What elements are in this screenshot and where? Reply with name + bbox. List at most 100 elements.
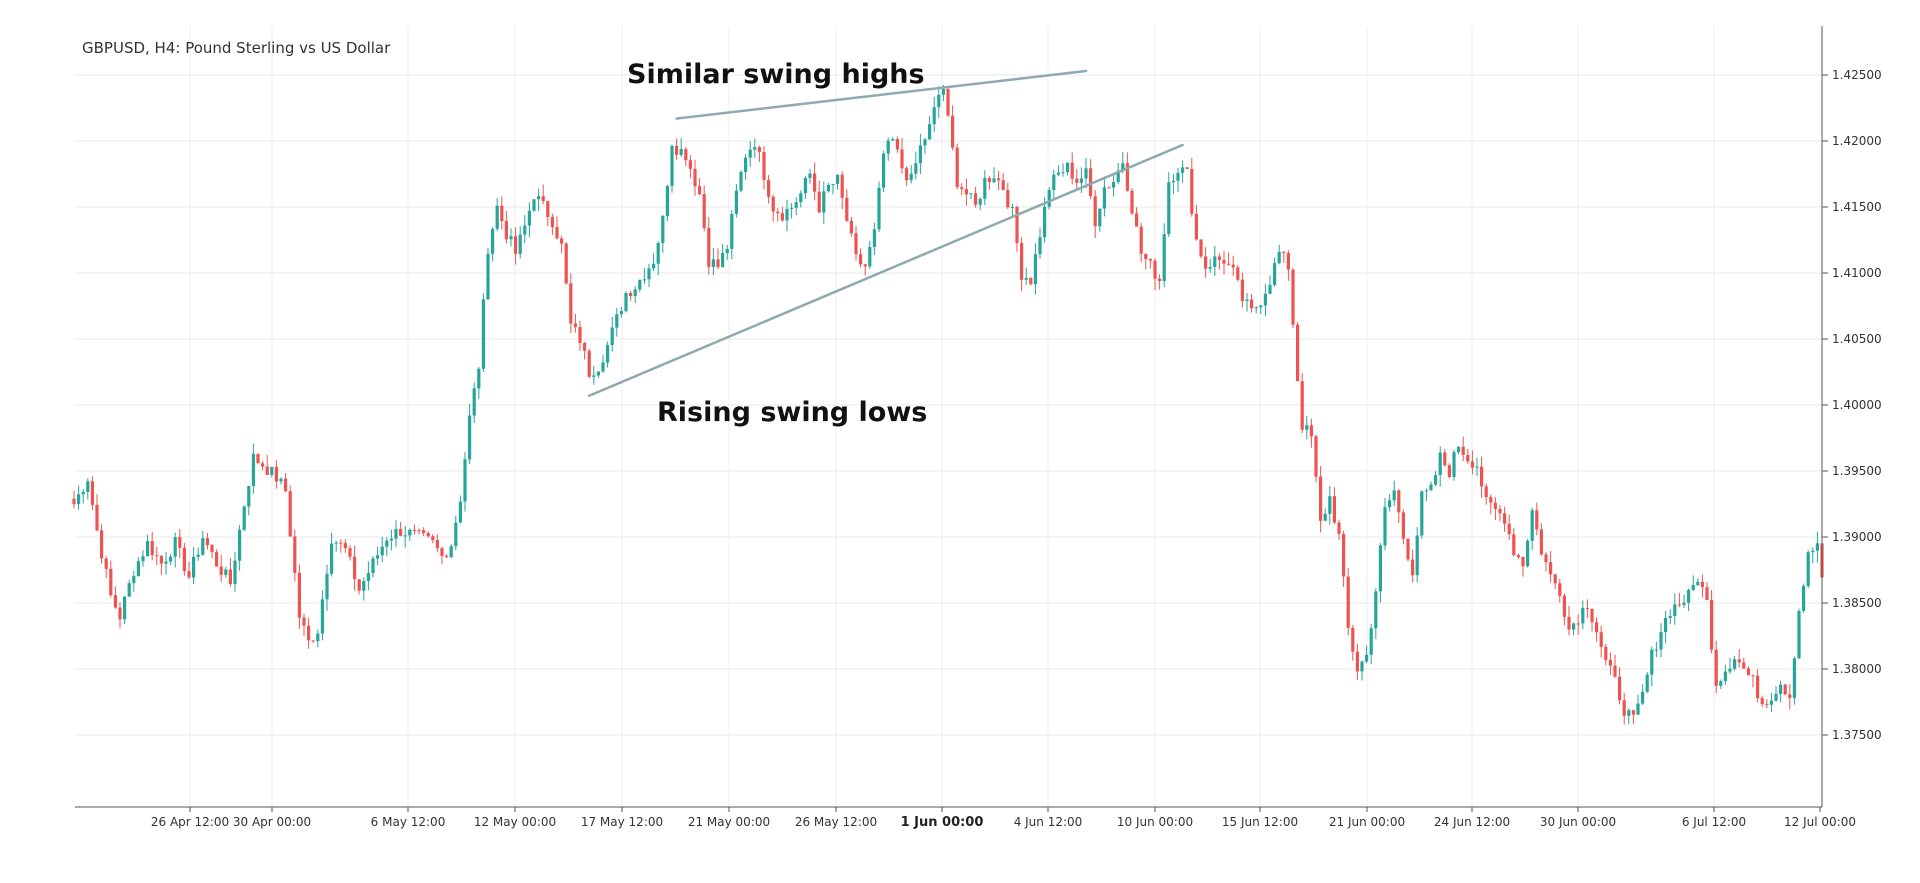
candle-body xyxy=(311,640,315,642)
candle-body xyxy=(81,491,85,495)
candle-body xyxy=(1526,540,1530,567)
candle-body xyxy=(426,533,430,537)
candle-body xyxy=(458,501,462,523)
candle-body xyxy=(1696,581,1700,586)
candle-body xyxy=(1167,182,1171,235)
candle-body xyxy=(909,173,913,181)
candle-body xyxy=(592,375,596,377)
candle-body xyxy=(886,140,890,154)
candle-body xyxy=(1438,452,1442,476)
candle-body xyxy=(472,388,476,416)
candle-body xyxy=(1148,259,1152,261)
candle-body xyxy=(1673,604,1677,616)
candle-body xyxy=(215,552,219,567)
candle-body xyxy=(767,180,771,197)
candle-body xyxy=(1342,533,1346,577)
candle-body xyxy=(1466,454,1470,462)
candle-body xyxy=(1521,557,1525,567)
candle-body xyxy=(1033,254,1037,285)
candle-body xyxy=(914,163,918,174)
candle-body xyxy=(753,147,757,150)
candle-body xyxy=(1641,691,1645,704)
candle-body xyxy=(532,199,536,211)
candle-body xyxy=(932,107,936,125)
candle-body xyxy=(730,213,734,249)
candle-body xyxy=(826,184,830,192)
candle-body xyxy=(1668,615,1672,618)
candle-body xyxy=(394,529,398,539)
candle-body xyxy=(734,190,738,214)
candle-body xyxy=(1411,559,1415,576)
upper-trendline xyxy=(675,69,1088,120)
candle-body xyxy=(325,573,329,600)
candle-body xyxy=(100,530,104,559)
candle-body xyxy=(228,569,232,584)
candle-body xyxy=(863,264,867,267)
candle-body xyxy=(1259,305,1263,308)
candle-body xyxy=(1576,623,1580,625)
candle-body xyxy=(794,202,798,208)
candle-body xyxy=(435,540,439,549)
candle-body xyxy=(872,229,876,247)
candle-body xyxy=(242,506,246,530)
candle-body xyxy=(661,215,665,243)
candle-body xyxy=(1429,484,1433,491)
candle-body xyxy=(104,558,108,569)
candle-body xyxy=(1714,649,1718,686)
candle-body xyxy=(918,145,922,164)
candle-body xyxy=(629,292,633,297)
candle-body xyxy=(1204,256,1208,269)
candle-body xyxy=(1116,170,1120,183)
candle-body xyxy=(1075,178,1079,183)
candle-body xyxy=(1622,700,1626,716)
candle-body xyxy=(1309,425,1313,437)
candle-body xyxy=(1691,585,1695,590)
candle-body xyxy=(1484,486,1488,498)
candle-body xyxy=(854,233,858,255)
candle-body xyxy=(642,279,646,281)
candle-body xyxy=(95,504,99,531)
candle-body xyxy=(1516,555,1520,558)
candle-body xyxy=(1636,703,1640,715)
grid xyxy=(75,26,1822,807)
candle-body xyxy=(1084,168,1088,179)
candle-body xyxy=(1608,659,1612,666)
candle-body xyxy=(877,187,881,230)
candle-body xyxy=(684,149,688,161)
candle-body xyxy=(1098,208,1102,227)
candle-body xyxy=(555,227,559,239)
candle-body xyxy=(1618,676,1622,701)
candle-body xyxy=(270,467,274,475)
candle-body xyxy=(169,556,173,562)
candle-body xyxy=(1273,263,1277,285)
candle-body xyxy=(693,168,697,187)
candle-body xyxy=(192,556,196,578)
candle-body xyxy=(330,543,334,574)
candle-body xyxy=(1286,253,1290,270)
candle-body xyxy=(1742,662,1746,669)
candle-body xyxy=(380,546,384,556)
y-tick-label: 1.39500 xyxy=(1832,464,1882,478)
annotation-similar-swing-highs: Similar swing highs xyxy=(627,59,925,90)
candle-body xyxy=(136,561,140,577)
candle-body xyxy=(1153,260,1157,279)
candle-body xyxy=(1475,466,1479,468)
candle-body xyxy=(376,555,380,559)
candle-body xyxy=(233,560,237,584)
candle-body xyxy=(1585,607,1589,609)
candle-body xyxy=(1595,622,1599,633)
candle-body xyxy=(1250,299,1254,309)
candle-body xyxy=(1181,167,1185,173)
candle-body xyxy=(288,491,292,537)
candle-body xyxy=(371,558,375,574)
y-tick-label: 1.42000 xyxy=(1832,134,1882,148)
candle-body xyxy=(1710,599,1714,650)
candle-body xyxy=(928,124,932,140)
candle-body xyxy=(1066,162,1070,173)
candle-body xyxy=(633,289,637,297)
candle-body xyxy=(72,498,76,505)
candle-body xyxy=(1480,466,1484,487)
x-tick-label: 30 Jun 00:00 xyxy=(1540,815,1616,829)
candle-body xyxy=(1314,436,1318,477)
candle-body xyxy=(744,157,748,172)
